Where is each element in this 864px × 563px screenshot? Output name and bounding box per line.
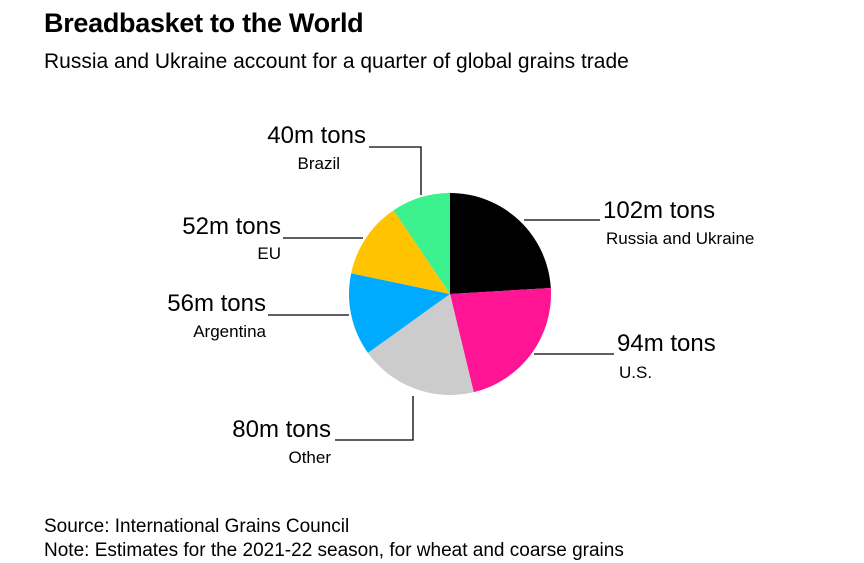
slice-labels: 102m tons Russia and Ukraine 94m tons U.S. 8…	[167, 122, 754, 467]
value-label-eu: 52m tons	[182, 213, 281, 240]
source-note: Source: International Grains Council	[44, 516, 350, 537]
chart-title: Breadbasket to the World	[44, 8, 364, 38]
value-label-other: 80m tons	[232, 416, 331, 443]
value-label-russia-and-ukraine: 102m tons	[603, 197, 715, 224]
value-label-argentina: 56m tons	[167, 290, 266, 317]
category-label-argentina: Argentina	[193, 322, 266, 341]
pie-slices	[349, 193, 551, 395]
category-label-russia-and-ukraine: Russia and Ukraine	[606, 229, 754, 248]
leader-line-other	[335, 396, 414, 441]
leader-line-brazil	[369, 146, 422, 195]
value-label-brazil: 40m tons	[267, 122, 366, 149]
value-label-u-s: 94m tons	[617, 330, 716, 357]
pie-slice-brazil	[393, 193, 450, 294]
pie-slice-russia-and-ukraine	[450, 193, 551, 294]
category-label-other: Other	[288, 448, 331, 467]
pie-slice-eu	[351, 210, 450, 294]
leader-lines	[268, 146, 614, 441]
chart-subtitle: Russia and Ukraine account for a quarter…	[44, 50, 629, 73]
footnote: Note: Estimates for the 2021-22 season, …	[44, 540, 624, 561]
category-label-u-s: U.S.	[619, 363, 652, 382]
pie-slice-u-s	[450, 288, 551, 393]
category-label-brazil: Brazil	[297, 154, 340, 173]
category-label-eu: EU	[257, 244, 281, 263]
pie-slice-other	[367, 294, 474, 395]
pie-slice-argentina	[349, 273, 450, 353]
